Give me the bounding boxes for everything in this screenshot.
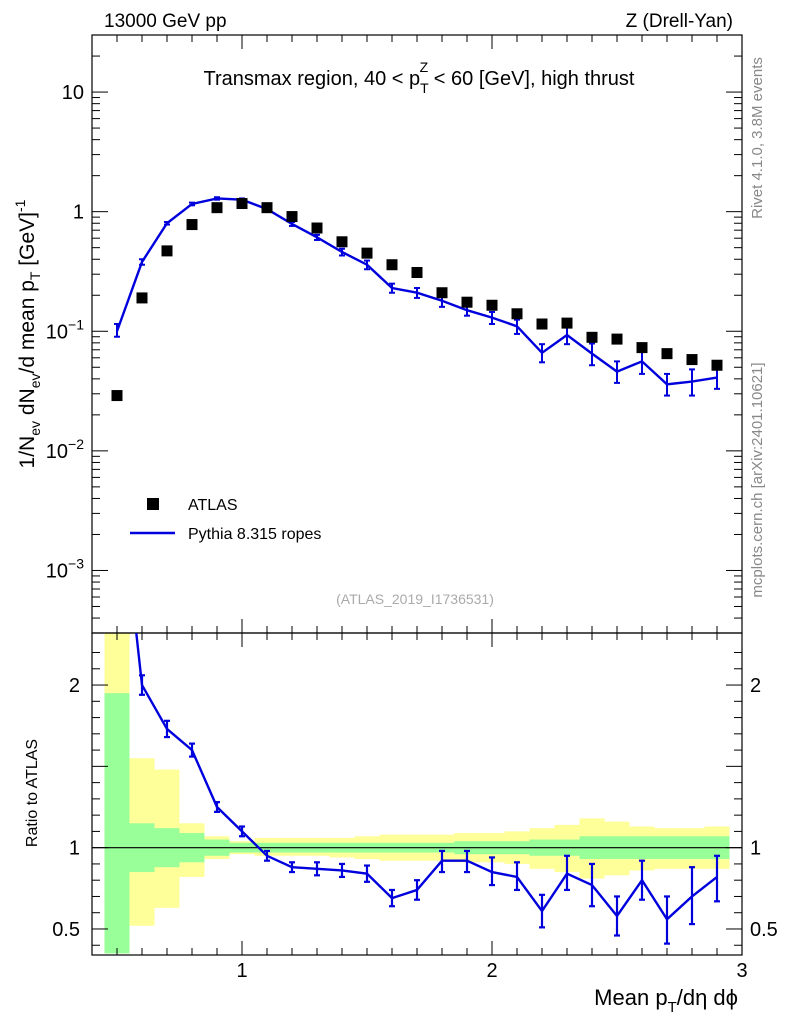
chart-title: Transmax region, 40 < pTZ < 60 [GeV], hi… [204,59,635,96]
atlas-data-point [486,299,498,311]
main-y-tick-label: 10 [62,82,84,104]
atlas-data-point [461,296,473,308]
ratio-y-tick-label: 0.5 [52,919,80,941]
source-label: mcplots.cern.ch [arXiv:2401.10621] [749,362,766,597]
ratio-y-tick-label: 2 [69,675,80,697]
x-tick-labels: 1 2 3 [236,960,747,982]
atlas-data-point [636,342,648,354]
analysis-reference: (ATLAS_2019_I1736531) [336,591,494,607]
x-tick-label: 1 [236,960,247,982]
atlas-data-point [361,247,373,259]
ratio-axis-ticks [91,633,743,955]
main-mc-series [114,196,720,397]
atlas-data-point [311,222,323,234]
atlas-data-point [536,318,548,330]
atlas-data-point [511,308,523,320]
main-panel-frame [91,34,743,634]
ratio-y-tick-label: 1 [69,838,80,860]
atlas-data-point [236,198,248,210]
main-y-tick-label: 10−1 [46,316,84,343]
main-y-tick-label: 10−2 [46,436,84,463]
band-inner-bin [104,693,130,954]
atlas-data-point [411,266,423,278]
atlas-data-point [686,354,698,366]
legend: ATLAS Pythia 8.315 ropes [130,497,321,543]
ratio-y-tick-label-right: 0.5 [750,919,778,941]
atlas-data-point [336,236,348,248]
atlas-data-point [436,287,448,299]
main-axis-ticks [91,34,743,634]
x-tick-label: 2 [486,960,497,982]
x-axis-label: Mean pT/dη dϕ [594,985,738,1016]
x-tick-label: 3 [736,960,747,982]
energy-label: 13000 GeV pp [104,11,227,32]
legend-marker-atlas [147,498,159,510]
atlas-data-point [161,245,173,257]
main-y-tick-labels: 10 1 10−1 10−2 10−3 [46,82,84,582]
atlas-data-point [286,211,298,223]
main-atlas-series [111,198,723,402]
ratio-y-axis-label: Ratio to ATLAS [24,739,41,847]
main-y-axis-label: 1/Nev dNev/d mean pT [GeV]-1 [12,199,43,468]
atlas-data-point [386,259,398,271]
ratio-uncertainty-bands [104,633,730,954]
ratio-y-tick-labels: 2 2 1 1 0.5 0.5 [52,675,778,941]
atlas-data-point [561,317,573,329]
legend-label-atlas: ATLAS [188,497,238,514]
main-y-tick-label: 1 [73,202,84,224]
rivet-version-label: Rivet 4.1.0, 3.8M events [749,57,766,219]
atlas-data-point [186,219,198,231]
process-label: Z (Drell-Yan) [626,11,733,32]
atlas-data-point [136,292,148,304]
atlas-data-point [211,202,223,214]
atlas-data-point [261,202,273,214]
ratio-mc-series [135,633,720,945]
ratio-y-tick-label-right: 2 [750,675,761,697]
ratio-panel-frame [91,632,743,956]
legend-label-mc: Pythia 8.315 ropes [188,526,321,543]
atlas-data-point [611,333,623,345]
atlas-data-point [661,348,673,360]
atlas-data-point [586,331,598,343]
atlas-data-point [711,359,723,371]
ratio-y-tick-label-right: 1 [750,838,761,860]
atlas-data-point [111,390,123,402]
main-y-tick-label: 10−3 [46,555,84,582]
